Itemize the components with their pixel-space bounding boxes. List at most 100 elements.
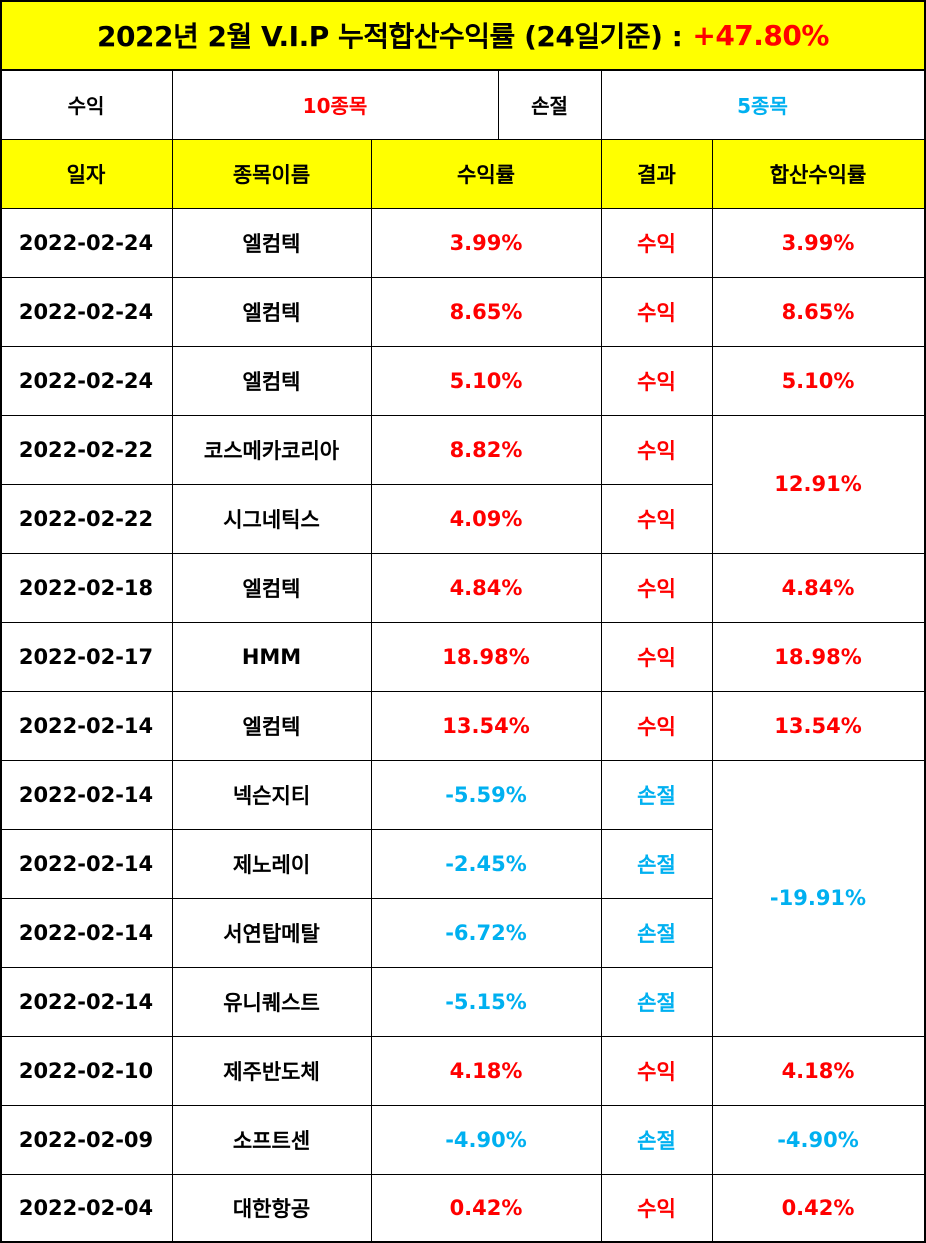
row-date: 2022-02-22 bbox=[0, 484, 172, 553]
combined-return: 4.84% bbox=[712, 553, 924, 622]
combined-row-line bbox=[712, 760, 924, 761]
row-line bbox=[0, 898, 712, 899]
row-stock-name: 엘컴텍 bbox=[172, 553, 371, 622]
row-rate: 0.42% bbox=[371, 1174, 601, 1241]
row-rate: 8.65% bbox=[371, 277, 601, 346]
row-rate: 13.54% bbox=[371, 691, 601, 760]
row-rate: 4.84% bbox=[371, 553, 601, 622]
row-stock-name: 엘컴텍 bbox=[172, 277, 371, 346]
combined-return: 8.65% bbox=[712, 277, 924, 346]
row-line bbox=[0, 622, 712, 623]
summary-col-line bbox=[498, 70, 499, 139]
combined-row-line bbox=[712, 553, 924, 554]
row-date: 2022-02-14 bbox=[0, 691, 172, 760]
row-stock-name: 유니퀘스트 bbox=[172, 967, 371, 1036]
combined-row-line bbox=[712, 1174, 924, 1175]
row-date: 2022-02-14 bbox=[0, 898, 172, 967]
combined-row-line bbox=[712, 346, 924, 347]
row-date: 2022-02-04 bbox=[0, 1174, 172, 1241]
row-rate: -2.45% bbox=[371, 829, 601, 898]
row-line bbox=[0, 691, 712, 692]
gain-label: 수익 bbox=[0, 70, 172, 139]
row-result: 수익 bbox=[601, 277, 712, 346]
row-line bbox=[0, 760, 712, 761]
total-return: +47.80% bbox=[692, 18, 829, 52]
combined-row-line bbox=[712, 622, 924, 623]
row-result: 손절 bbox=[601, 967, 712, 1036]
combined-return: 4.18% bbox=[712, 1036, 924, 1105]
row-result: 수익 bbox=[601, 1174, 712, 1241]
row-result: 수익 bbox=[601, 1036, 712, 1105]
combined-row-line bbox=[712, 1036, 924, 1037]
summary-divider bbox=[0, 139, 926, 140]
row-stock-name: 엘컴텍 bbox=[172, 691, 371, 760]
row-date: 2022-02-24 bbox=[0, 208, 172, 277]
summary-col-line bbox=[172, 70, 173, 139]
table-border-top bbox=[0, 0, 926, 2]
combined-return: 13.54% bbox=[712, 691, 924, 760]
table-border-bottom bbox=[0, 1241, 926, 1243]
row-date: 2022-02-10 bbox=[0, 1036, 172, 1105]
row-line bbox=[0, 484, 712, 485]
row-result: 수익 bbox=[601, 415, 712, 484]
page-title: 2022년 2월 V.I.P 누적합산수익률 (24일기준) : +47.80% bbox=[0, 0, 926, 70]
row-result: 수익 bbox=[601, 553, 712, 622]
row-line bbox=[0, 346, 712, 347]
row-line bbox=[0, 967, 712, 968]
row-rate: 4.09% bbox=[371, 484, 601, 553]
combined-return: -4.90% bbox=[712, 1105, 924, 1174]
combined-return: 0.42% bbox=[712, 1174, 924, 1241]
row-stock-name: 소프트센 bbox=[172, 1105, 371, 1174]
row-stock-name: 서연탑메탈 bbox=[172, 898, 371, 967]
row-line bbox=[0, 415, 712, 416]
row-date: 2022-02-14 bbox=[0, 829, 172, 898]
row-result: 수익 bbox=[601, 622, 712, 691]
table-border-right bbox=[924, 0, 926, 1243]
row-date: 2022-02-09 bbox=[0, 1105, 172, 1174]
row-line bbox=[0, 1174, 712, 1175]
header-combined: 합산수익률 bbox=[712, 139, 924, 208]
row-rate: 5.10% bbox=[371, 346, 601, 415]
combined-row-line bbox=[712, 691, 924, 692]
row-result: 손절 bbox=[601, 760, 712, 829]
row-rate: -5.15% bbox=[371, 967, 601, 1036]
row-rate: -5.59% bbox=[371, 760, 601, 829]
row-stock-name: 제노레이 bbox=[172, 829, 371, 898]
combined-row-line bbox=[712, 1105, 924, 1106]
combined-return: -19.91% bbox=[712, 760, 924, 1036]
header-name: 종목이름 bbox=[172, 139, 371, 208]
loss-label: 손절 bbox=[498, 70, 601, 139]
row-date: 2022-02-24 bbox=[0, 346, 172, 415]
row-stock-name: 엘컴텍 bbox=[172, 208, 371, 277]
combined-return: 5.10% bbox=[712, 346, 924, 415]
combined-return: 12.91% bbox=[712, 415, 924, 553]
row-date: 2022-02-14 bbox=[0, 760, 172, 829]
header-result: 결과 bbox=[601, 139, 712, 208]
combined-row-line bbox=[712, 277, 924, 278]
row-line bbox=[0, 1105, 712, 1106]
row-date: 2022-02-18 bbox=[0, 553, 172, 622]
row-stock-name: HMM bbox=[172, 622, 371, 691]
row-result: 손절 bbox=[601, 1105, 712, 1174]
row-stock-name: 엘컴텍 bbox=[172, 346, 371, 415]
row-date: 2022-02-22 bbox=[0, 415, 172, 484]
header-date: 일자 bbox=[0, 139, 172, 208]
row-stock-name: 제주반도체 bbox=[172, 1036, 371, 1105]
row-result: 손절 bbox=[601, 829, 712, 898]
row-rate: -6.72% bbox=[371, 898, 601, 967]
loss-count: 5종목 bbox=[601, 70, 924, 139]
table-border-left bbox=[0, 0, 2, 1243]
row-line bbox=[0, 1036, 712, 1037]
row-date: 2022-02-17 bbox=[0, 622, 172, 691]
row-stock-name: 넥슨지티 bbox=[172, 760, 371, 829]
row-stock-name: 시그네틱스 bbox=[172, 484, 371, 553]
row-line bbox=[0, 829, 712, 830]
row-result: 수익 bbox=[601, 691, 712, 760]
row-stock-name: 대한항공 bbox=[172, 1174, 371, 1241]
combined-row-line bbox=[712, 415, 924, 416]
row-rate: 18.98% bbox=[371, 622, 601, 691]
header-rate: 수익률 bbox=[371, 139, 601, 208]
row-stock-name: 코스메카코리아 bbox=[172, 415, 371, 484]
row-result: 손절 bbox=[601, 898, 712, 967]
